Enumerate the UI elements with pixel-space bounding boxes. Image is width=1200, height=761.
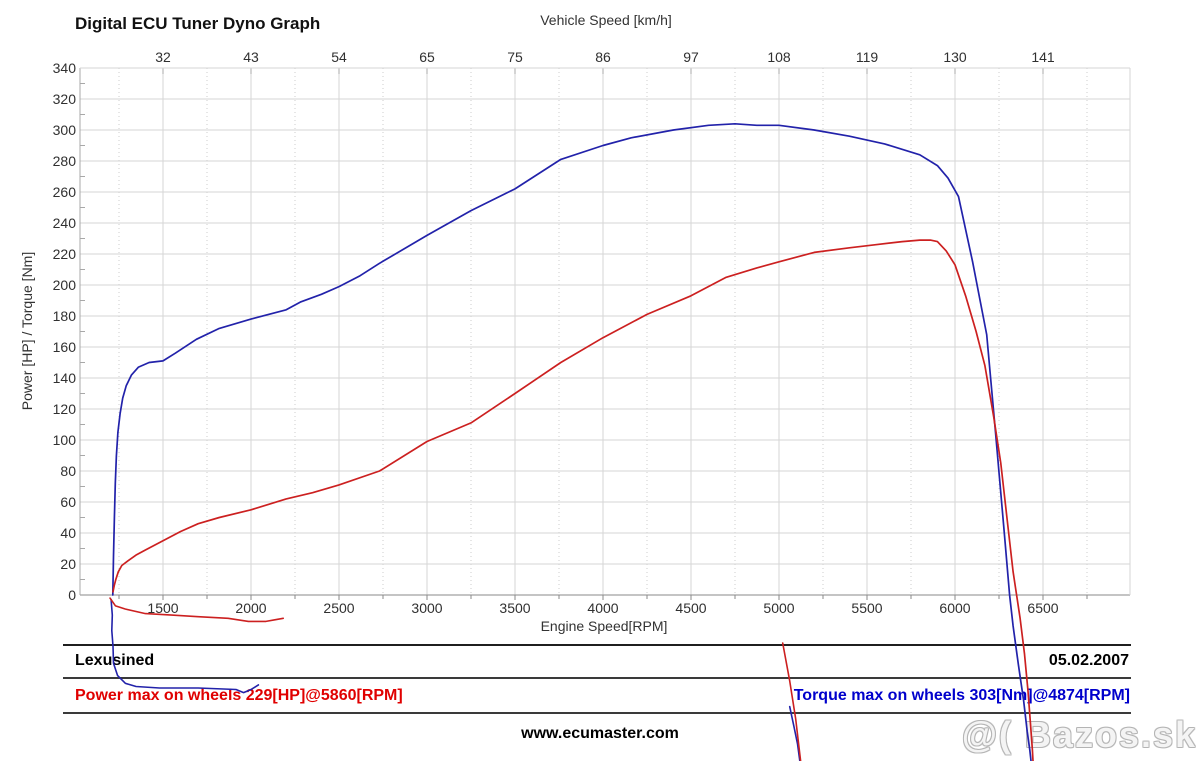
power-max-note: Power max on wheels 229[HP]@5860[RPM] (75, 687, 403, 704)
tick-label-speed: 32 (155, 49, 171, 65)
tick-label-power: 120 (53, 401, 77, 417)
tick-label-power: 140 (53, 370, 77, 386)
tick-label-rpm: 4500 (675, 600, 706, 616)
tick-label-rpm: 4000 (587, 600, 618, 616)
tick-label-power: 60 (60, 494, 76, 510)
tick-label-rpm: 3000 (411, 600, 442, 616)
x-axis-label: Engine Speed[RPM] (540, 618, 668, 634)
tick-label-power: 40 (60, 525, 76, 541)
tick-label-rpm: 6000 (939, 600, 970, 616)
power-curve (112, 239, 1034, 761)
tick-label-speed: 108 (767, 49, 791, 65)
tick-label-speed: 54 (331, 49, 347, 65)
torque-max-note: Torque max on wheels 303[Nm]@4874[RPM] (793, 687, 1130, 704)
tick-label-power: 20 (60, 556, 76, 572)
tick-label-rpm: 2500 (323, 600, 354, 616)
tick-label-speed: 97 (683, 49, 699, 65)
operator-name: Lexusined (75, 652, 155, 669)
tick-label-power: 180 (53, 308, 77, 324)
tick-label-power: 220 (53, 246, 77, 262)
tick-label-rpm: 5000 (763, 600, 794, 616)
tick-label-power: 0 (68, 587, 76, 603)
tick-label-rpm: 3500 (499, 600, 530, 616)
tick-label-power: 160 (53, 339, 77, 355)
tick-label-speed: 119 (856, 49, 879, 65)
tick-label-power: 300 (53, 122, 77, 138)
tick-label-rpm: 2000 (235, 600, 266, 616)
tick-label-rpm: 6500 (1027, 600, 1058, 616)
tick-label-power: 260 (53, 184, 77, 200)
tick-label-power: 340 (53, 60, 77, 76)
top-axis-label: Vehicle Speed [km/h] (540, 12, 672, 28)
run-date: 05.02.2007 (1048, 652, 1129, 669)
tick-label-speed: 65 (419, 49, 435, 65)
tick-label-speed: 141 (1031, 49, 1055, 65)
tick-label-speed: 75 (507, 49, 523, 65)
tick-label-power: 80 (60, 463, 76, 479)
tick-label-power: 280 (53, 153, 77, 169)
footer-divider-middle (63, 677, 1131, 679)
tick-label-power: 320 (53, 91, 77, 107)
y-axis-label: Power [HP] / Torque [Nm] (19, 251, 35, 411)
tick-label-power: 200 (53, 277, 77, 293)
tick-label-power: 240 (53, 215, 77, 231)
tick-label-speed: 86 (595, 49, 611, 65)
tick-label-rpm: 1500 (147, 600, 178, 616)
page-title: Digital ECU Tuner Dyno Graph (75, 14, 321, 33)
tick-label-power: 100 (53, 432, 77, 448)
tick-label-rpm: 5500 (851, 600, 882, 616)
power-start-tail (109, 597, 285, 623)
footer-divider-top (63, 644, 1131, 646)
bazos-watermark: @( Bazos.sk (961, 714, 1197, 755)
torque-curve (111, 122, 1032, 761)
tick-label-speed: 130 (943, 49, 967, 65)
tick-label-speed: 43 (243, 49, 259, 65)
